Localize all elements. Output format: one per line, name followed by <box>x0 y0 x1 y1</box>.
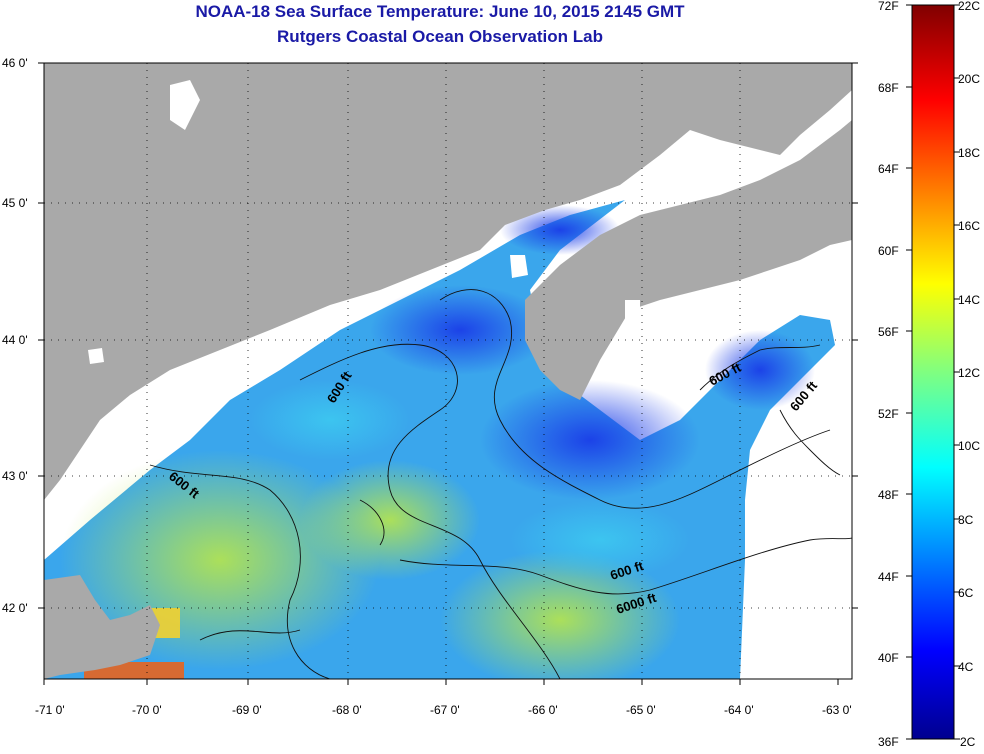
colorbar-c-label: 16C <box>958 219 980 233</box>
land-mainland <box>44 63 852 500</box>
colorbar-c-label: 22C <box>958 0 980 13</box>
lon-label: -63 0' <box>822 703 852 717</box>
lat-label: 46 0' <box>2 56 28 70</box>
colorbar-f-label: 64F <box>878 162 899 176</box>
colorbar-c-label: 8C <box>958 513 974 527</box>
lat-label: 42 0' <box>2 601 28 615</box>
graticule <box>44 63 852 679</box>
colorbar-f-label: 36F <box>878 735 899 749</box>
colorbar-c-label: 12C <box>958 366 980 380</box>
lon-label: -67 0' <box>430 703 460 717</box>
colorbar-c-label: 14C <box>958 293 980 307</box>
lon-label: -65 0' <box>626 703 656 717</box>
map-title: NOAA-18 Sea Surface Temperature: June 10… <box>195 2 685 21</box>
lon-label: -66 0' <box>528 703 558 717</box>
colorbar-f-label: 44F <box>878 570 899 584</box>
land-nova-scotia <box>525 120 852 400</box>
lat-label: 44 0' <box>2 333 28 347</box>
colorbar-f-label: 68F <box>878 81 899 95</box>
colorbar-f-label: 72F <box>878 0 899 13</box>
lon-label: -70 0' <box>132 703 162 717</box>
lon-label: -68 0' <box>332 703 362 717</box>
colorbar-f-label: 40F <box>878 651 899 665</box>
map-frame <box>43 62 853 680</box>
colorbar-c-label: 4C <box>958 660 974 674</box>
colorbar-c-label: 2C <box>960 735 976 749</box>
land-cape-cod <box>44 575 160 679</box>
lat-label: 45 0' <box>2 196 28 210</box>
colorbar-f-label: 52F <box>878 407 899 421</box>
lon-label: -69 0' <box>232 703 262 717</box>
colorbar-f-label: 56F <box>878 325 899 339</box>
lon-label: -71 0' <box>35 703 65 717</box>
lat-label: 43 0' <box>2 469 28 483</box>
colorbar <box>911 4 955 740</box>
lon-label: -64 0' <box>724 703 754 717</box>
map-subtitle: Rutgers Coastal Ocean Observation Lab <box>277 27 603 46</box>
bathymetry-contours <box>149 289 852 679</box>
colorbar-c-label: 20C <box>958 72 980 86</box>
colorbar-c-label: 10C <box>958 439 980 453</box>
colorbar-c-label: 6C <box>958 586 974 600</box>
colorbar-c-label: 18C <box>958 146 980 160</box>
colorbar-f-label: 60F <box>878 244 899 258</box>
colorbar-f-label: 48F <box>878 488 899 502</box>
